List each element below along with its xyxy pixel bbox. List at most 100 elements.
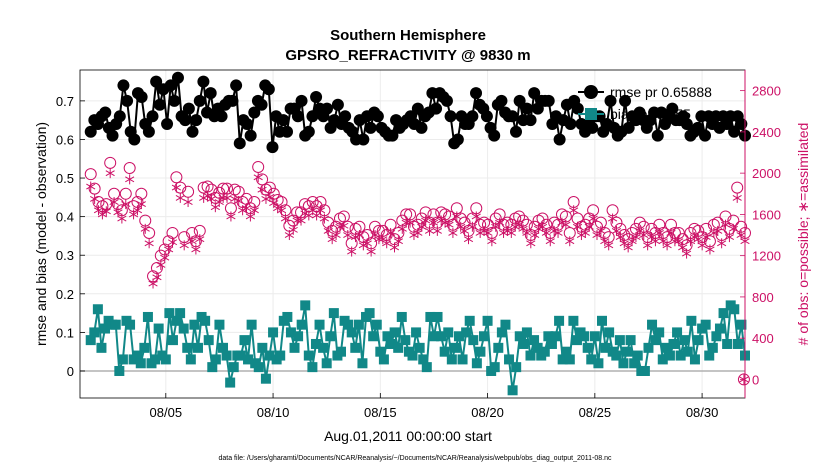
assimilated-stroke [354,232,365,238]
assimilated-stroke [175,194,185,201]
assimilated-point [693,234,703,245]
rmse-point [440,94,453,107]
assimilated-point [202,190,213,201]
assimilated-point [495,217,505,228]
rmse-point [306,110,319,123]
assimilated-stroke [226,213,236,220]
assimilated-stroke [530,232,540,238]
rmse-point [415,121,428,134]
rmse-point [520,102,533,115]
bias-point [664,350,675,361]
bias-point [714,323,725,334]
assimilated-point [257,184,267,195]
bias-point [375,346,386,357]
rmse-point [190,114,203,127]
rmse-point [113,110,126,123]
assimilated-point [666,227,676,238]
assimilated-point [284,230,294,241]
assimilated-stroke [541,230,551,236]
assimilated-point [572,221,583,232]
assimilated-stroke [136,201,146,208]
assimilated-point [343,230,353,241]
assimilated-point [210,202,220,213]
assimilated-point [561,219,571,230]
assimilated-point [148,278,158,289]
assimilated-stroke [678,244,688,251]
bias-point [371,319,382,330]
bias-point [639,365,650,376]
assimilated-stroke [619,240,629,247]
assimilated-stroke [257,186,267,193]
bias-point [421,362,432,373]
bias-point [407,350,418,361]
assimilated-point [506,227,516,238]
bias-point [622,346,633,357]
x-axis: 08/05 08/10 08/15 08/20 08/25 08/30 [150,393,718,420]
bias-point [100,323,111,334]
assimilated-stroke [319,215,329,222]
rmse-point [622,121,635,134]
bias-point [736,319,747,330]
assimilated-point [206,193,217,204]
assimilated-point [717,238,727,249]
possible-point [201,180,214,193]
assimilated-stroke [713,227,723,234]
assimilated-stroke [125,176,135,183]
rmse-point [244,129,257,142]
assimilated-stroke [654,230,664,236]
assimilated-stroke [491,223,501,230]
assimilated-point [140,223,150,234]
bias-point [325,331,336,342]
bias-point [618,358,629,369]
rmse-point [204,87,217,100]
assimilated-point [292,215,302,226]
bias-point [518,338,529,349]
assimilated-stroke [448,230,458,236]
bias-point [178,323,189,334]
bias-point [85,335,96,346]
assimilated-stroke [483,230,493,236]
assimilated-stroke [627,238,637,245]
assimilated-point [160,252,170,263]
y-axis-right: 0 400 800 1200 1600 2000 2400 2800 [740,70,781,398]
bias-point [554,315,565,326]
assimilated-point [86,181,96,192]
assimilated-point [471,211,481,222]
bias-point [682,346,693,357]
assimilated-point [724,232,735,243]
bias-point [521,327,532,338]
rmse-point [150,75,163,88]
legend-bias-label: bias pr 0.055 [610,106,691,122]
assimilated-point [401,217,411,228]
assimilated-stroke [101,208,111,215]
assimilated-stroke [537,223,548,230]
assimilated-point [288,224,298,235]
bias-point [443,327,454,338]
assimilated-point [588,213,598,224]
rmse-point [164,79,177,92]
bias-point [192,342,203,353]
bias-point [629,358,640,369]
bias-point [471,358,482,369]
bias-point [643,342,654,353]
assimilated-stroke [646,234,657,241]
bias-point [175,308,186,319]
bias-point [579,331,590,342]
assimilated-point [674,236,684,247]
bias-point [353,319,364,330]
rmse-point [248,106,261,119]
assimilated-point [662,240,672,251]
rmse-point [128,133,141,146]
assimilated-point [105,168,115,179]
assimilated-stroke [658,238,668,245]
bias-point [411,327,422,338]
bias-point [672,327,683,338]
bias-point [604,327,615,338]
assimilated-point [545,236,555,247]
assimilated-point [537,221,548,232]
assimilated-stroke [362,240,372,247]
assimilated-point [128,209,139,220]
y-tick-label: 0.6 [56,132,74,147]
assimilated-point [713,225,723,236]
rmse-point [513,94,526,107]
